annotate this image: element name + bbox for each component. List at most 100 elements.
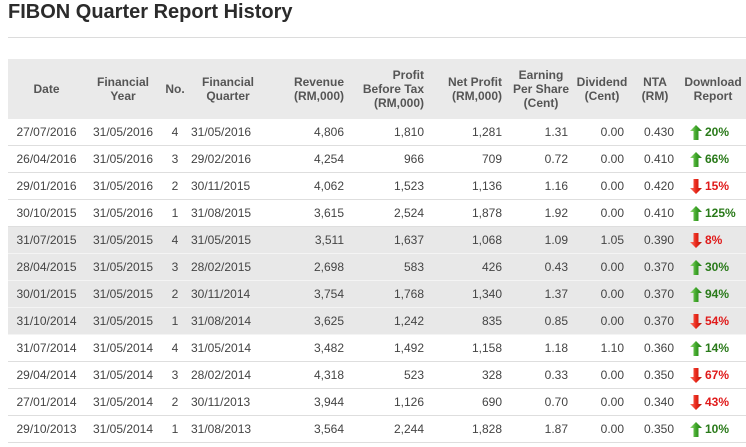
cell-net-profit: 1,136	[430, 172, 508, 200]
cell-revenue: 3,564	[267, 415, 350, 443]
cell-download-report[interactable]: 20%	[680, 119, 746, 146]
cell-download-report[interactable]: 14%	[680, 334, 746, 362]
arrow-up-icon[interactable]	[690, 340, 702, 356]
cell-dividend: 0.00	[574, 253, 630, 281]
change-percent[interactable]: 8%	[705, 233, 723, 248]
table-header-row: Date Financial Year No. Financial Quarte…	[8, 59, 746, 119]
arrow-up-icon[interactable]	[690, 259, 702, 275]
cell-dividend: 1.10	[574, 334, 630, 362]
change-percent[interactable]: 30%	[705, 260, 730, 275]
table-row: 30/01/2015 31/05/2015 2 30/11/2014 3,754…	[8, 280, 746, 308]
cell-download-report[interactable]: 67%	[680, 361, 746, 389]
cell-dividend: 0.00	[574, 280, 630, 308]
change-percent[interactable]: 43%	[705, 395, 730, 410]
cell-date: 28/04/2015	[8, 253, 85, 281]
cell-dividend: 0.00	[574, 199, 630, 227]
cell-download-report[interactable]: 66%	[680, 145, 746, 173]
table-row: 27/01/2014 31/05/2014 2 30/11/2013 3,944…	[8, 388, 746, 416]
cell-net-profit: 690	[430, 388, 508, 416]
cell-download-report[interactable]: 125%	[680, 199, 746, 227]
cell-eps: 0.85	[508, 307, 574, 335]
header-revenue[interactable]: Revenue (RM,000)	[293, 75, 344, 103]
cell-download-report[interactable]: 15%	[680, 172, 746, 200]
change-percent[interactable]: 125%	[705, 206, 736, 221]
cell-no: 3	[161, 253, 189, 281]
cell-date: 30/01/2015	[8, 280, 85, 308]
header-dividend[interactable]: Dividend (Cent)	[576, 75, 628, 103]
header-download-report: Download Report	[684, 75, 742, 103]
header-date[interactable]: Date	[33, 82, 60, 96]
cell-profit-before-tax: 1,523	[350, 172, 430, 200]
header-financial-year[interactable]: Financial Year	[96, 75, 149, 103]
cell-date: 31/07/2015	[8, 226, 85, 254]
cell-financial-year: 31/05/2016	[85, 145, 161, 173]
cell-financial-quarter: 31/05/2014	[189, 334, 267, 362]
table-row: 29/10/2013 31/05/2014 1 31/08/2013 3,564…	[8, 415, 746, 443]
cell-dividend: 0.00	[574, 172, 630, 200]
cell-nta: 0.370	[630, 280, 680, 308]
change-percent[interactable]: 94%	[705, 287, 730, 302]
header-no[interactable]: No.	[165, 82, 185, 96]
arrow-down-icon[interactable]	[690, 313, 702, 329]
change-percent[interactable]: 14%	[705, 341, 730, 356]
cell-financial-quarter: 30/11/2015	[189, 172, 267, 200]
cell-revenue: 3,482	[267, 334, 350, 362]
cell-eps: 0.33	[508, 361, 574, 389]
cell-date: 29/04/2014	[8, 361, 85, 389]
cell-eps: 0.43	[508, 253, 574, 281]
cell-financial-year: 31/05/2016	[85, 172, 161, 200]
arrow-down-icon[interactable]	[690, 232, 702, 248]
cell-download-report[interactable]: 94%	[680, 280, 746, 308]
cell-dividend: 0.00	[574, 145, 630, 173]
cell-download-report[interactable]: 30%	[680, 253, 746, 281]
cell-profit-before-tax: 966	[350, 145, 430, 173]
cell-no: 4	[161, 119, 189, 146]
cell-date: 29/10/2013	[8, 415, 85, 443]
cell-revenue: 3,625	[267, 307, 350, 335]
cell-download-report[interactable]: 8%	[680, 226, 746, 254]
cell-financial-year: 31/05/2014	[85, 415, 161, 443]
cell-date: 30/10/2015	[8, 199, 85, 227]
cell-revenue: 2,698	[267, 253, 350, 281]
arrow-up-icon[interactable]	[690, 286, 702, 302]
header-net-profit[interactable]: Net Profit (RM,000)	[448, 75, 502, 103]
cell-date: 26/04/2016	[8, 145, 85, 173]
arrow-down-icon[interactable]	[690, 178, 702, 194]
header-profit-before-tax[interactable]: Profit Before Tax (RM,000)	[362, 68, 424, 110]
cell-date: 27/01/2014	[8, 388, 85, 416]
header-eps[interactable]: Earning Per Share (Cent)	[512, 68, 570, 110]
cell-download-report[interactable]: 54%	[680, 307, 746, 335]
cell-net-profit: 1,281	[430, 119, 508, 146]
cell-nta: 0.370	[630, 253, 680, 281]
arrow-up-icon[interactable]	[690, 151, 702, 167]
arrow-up-icon[interactable]	[690, 124, 702, 140]
cell-profit-before-tax: 1,810	[350, 119, 430, 146]
change-percent[interactable]: 20%	[705, 125, 730, 140]
arrow-down-icon[interactable]	[690, 394, 702, 410]
cell-net-profit: 1,158	[430, 334, 508, 362]
change-percent[interactable]: 66%	[705, 152, 730, 167]
cell-no: 4	[161, 334, 189, 362]
change-percent[interactable]: 54%	[705, 314, 730, 329]
arrow-down-icon[interactable]	[690, 367, 702, 383]
arrow-up-icon[interactable]	[690, 205, 702, 221]
cell-download-report[interactable]: 10%	[680, 415, 746, 443]
cell-net-profit: 1,878	[430, 199, 508, 227]
change-percent[interactable]: 67%	[705, 368, 730, 383]
header-nta[interactable]: NTA (RM)	[641, 75, 669, 103]
arrow-up-icon[interactable]	[690, 421, 702, 437]
cell-net-profit: 328	[430, 361, 508, 389]
cell-download-report[interactable]: 43%	[680, 388, 746, 416]
cell-financial-quarter: 28/02/2014	[189, 361, 267, 389]
cell-nta: 0.350	[630, 415, 680, 443]
cell-revenue: 3,511	[267, 226, 350, 254]
cell-eps: 1.09	[508, 226, 574, 254]
header-financial-quarter[interactable]: Financial Quarter	[201, 75, 254, 103]
change-percent[interactable]: 10%	[705, 422, 730, 437]
cell-financial-year: 31/05/2016	[85, 199, 161, 227]
change-percent[interactable]: 15%	[705, 179, 730, 194]
cell-financial-quarter: 31/08/2013	[189, 415, 267, 443]
cell-dividend: 0.00	[574, 388, 630, 416]
cell-financial-quarter: 30/11/2013	[189, 388, 267, 416]
table-body: 27/07/2016 31/05/2016 4 31/05/2016 4,806…	[8, 119, 746, 443]
